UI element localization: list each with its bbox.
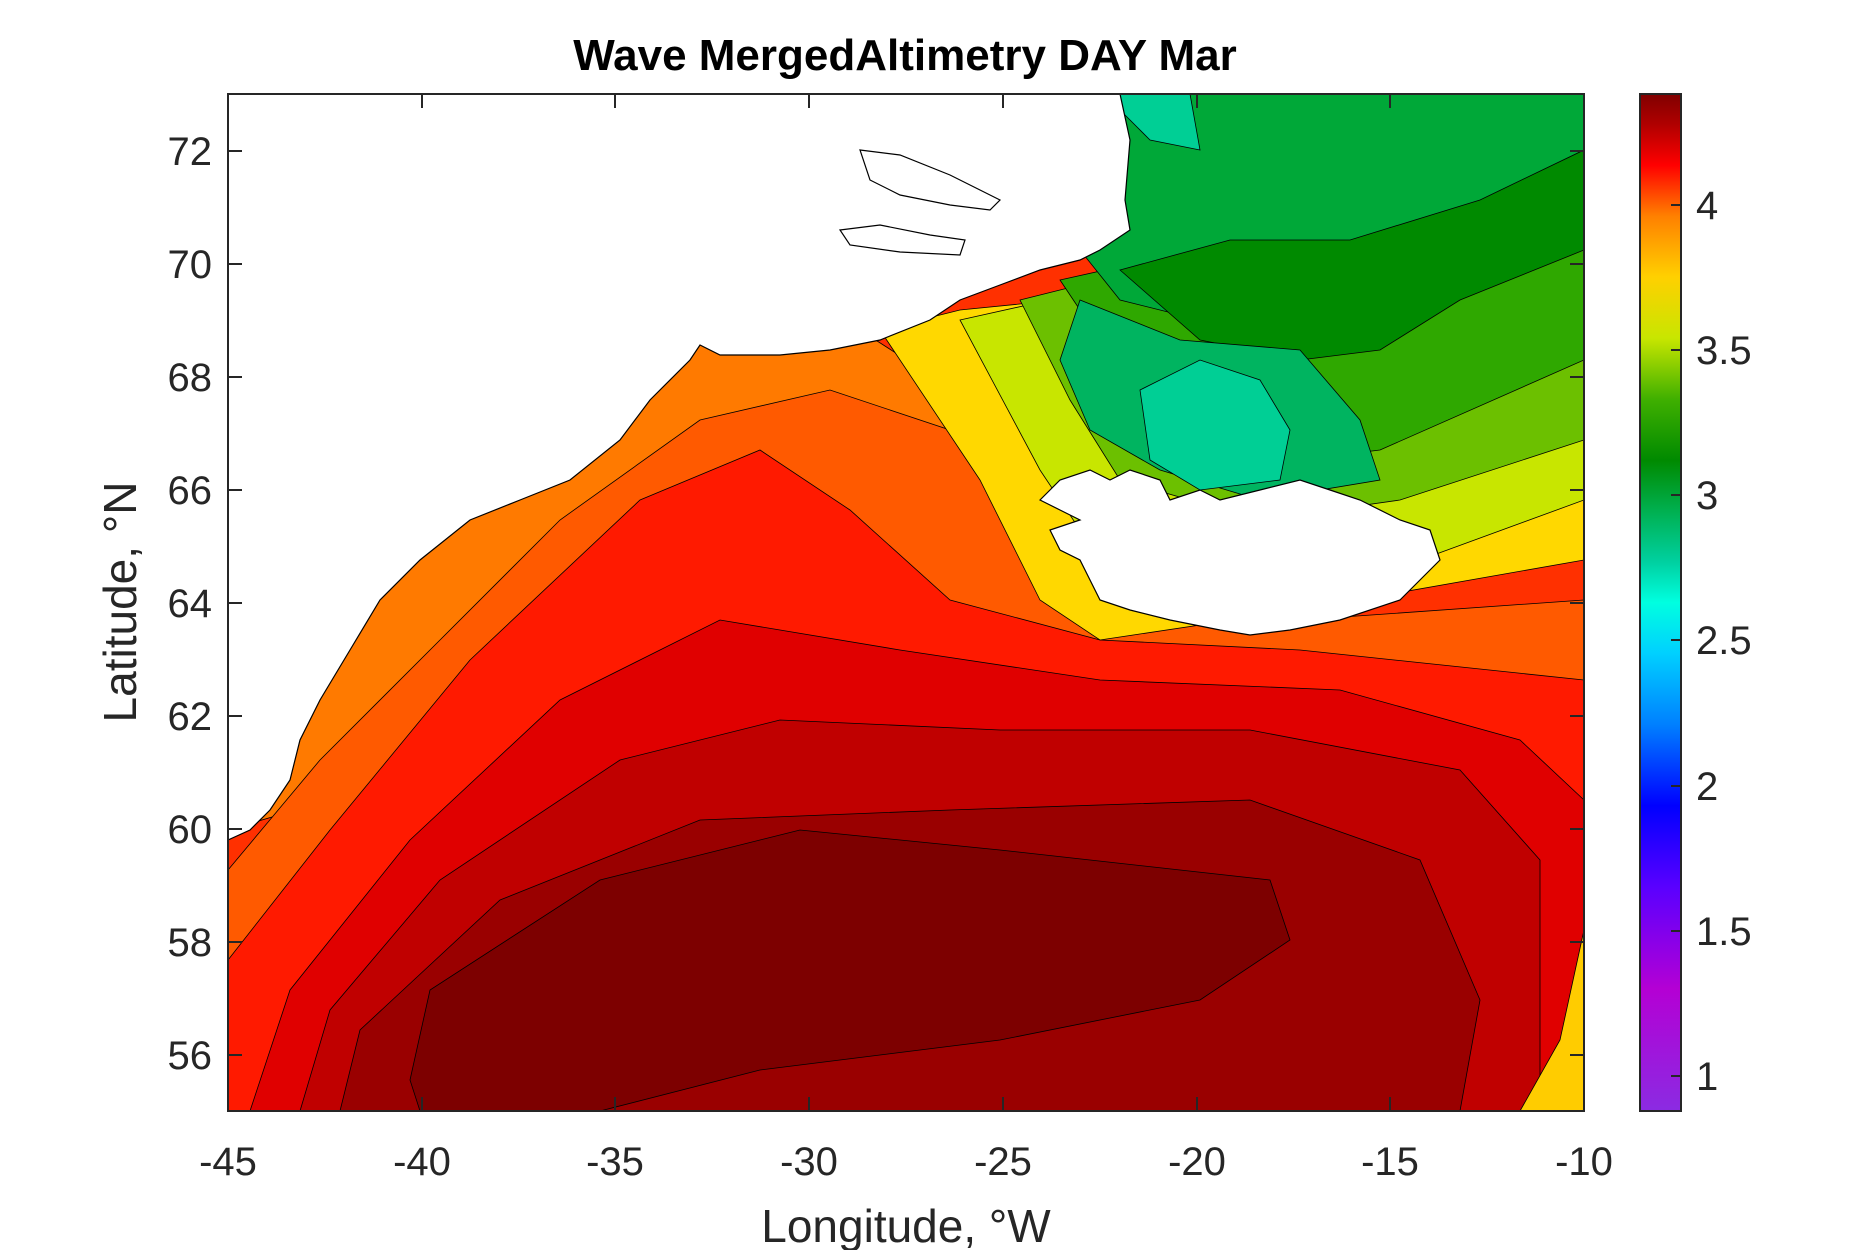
colorbar-tick-label: 1 — [1696, 1055, 1718, 1099]
chart-title: Wave MergedAltimetry DAY Mar — [573, 31, 1236, 80]
greenland-fjord-southwest — [838, 224, 966, 256]
colorbar-tick-label: 4 — [1696, 184, 1718, 228]
colorbar-tick-label: 2.5 — [1696, 619, 1752, 663]
colorbar-tick-label: 1.5 — [1696, 910, 1752, 954]
y-tick-label: 66 — [168, 469, 213, 513]
band-teal-iceland — [1139, 359, 1291, 491]
x-tick-label: -10 — [1555, 1140, 1613, 1184]
iceland-landmass — [1038, 469, 1441, 636]
greenland-landmass — [228, 94, 1131, 841]
y-tick-label: 72 — [168, 130, 213, 174]
contour-field — [228, 94, 1584, 1111]
y-axis: 56 58 60 62 64 66 68 70 72 — [168, 130, 1584, 1078]
x-tick-label: -35 — [586, 1140, 644, 1184]
colorbar-gradient — [1639, 93, 1682, 1112]
colorbar: 1 1.5 2 2.5 3 3.5 4 — [1639, 93, 1752, 1112]
colorbar-tick-label: 2 — [1696, 765, 1718, 809]
x-tick-label: -40 — [393, 1140, 451, 1184]
y-tick-label: 60 — [168, 808, 213, 852]
y-tick-label: 58 — [168, 921, 213, 965]
x-tick-label: -15 — [1361, 1140, 1419, 1184]
y-tick-label: 64 — [168, 582, 213, 626]
x-tick-label: -30 — [780, 1140, 838, 1184]
colorbar-tick-label: 3 — [1696, 474, 1718, 518]
band-yellow-east — [1519, 929, 1584, 1111]
x-axis-label: Longitude, °W — [761, 1200, 1051, 1250]
y-tick-label: 70 — [168, 243, 213, 287]
y-tick-label: 56 — [168, 1034, 213, 1078]
x-tick-label: -45 — [199, 1140, 257, 1184]
band-core-maximum — [409, 829, 1291, 1111]
y-axis-label: Latitude, °N — [94, 482, 146, 723]
x-tick-label: -20 — [1168, 1140, 1226, 1184]
x-tick-label: -25 — [974, 1140, 1032, 1184]
y-tick-label: 68 — [168, 356, 213, 400]
greenland-fjord-west — [859, 149, 1002, 211]
x-axis: -45 -40 -35 -30 -25 -20 -15 -10 — [199, 94, 1613, 1184]
y-tick-label: 62 — [168, 695, 213, 739]
colorbar-tick-label: 3.5 — [1696, 329, 1752, 373]
